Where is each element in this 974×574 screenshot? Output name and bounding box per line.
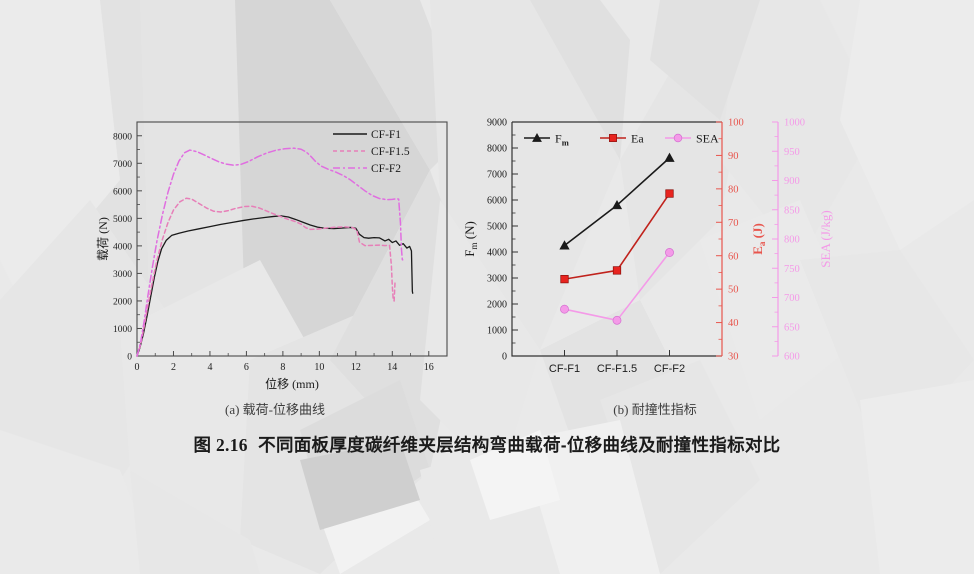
x-tick-label: 6 (244, 362, 249, 373)
fm-tick-label: 5000 (487, 222, 507, 233)
sea-tick-label: 900 (784, 176, 800, 187)
chart-load-displacement: 0 1000 2000 3000 4000 5000 6000 7000 8000 0 2 4 6 8 10… (95, 112, 455, 402)
marker-circle (665, 248, 674, 257)
fm-axis-title: Fm (N) (462, 221, 479, 257)
subcaption-a: (a) 载荷-位移曲线 (224, 402, 325, 417)
marker-square (609, 134, 617, 142)
series-line-CF-F2 (136, 147, 404, 357)
legend-b: Fm Ea SEA (524, 132, 719, 148)
category-label: CF-F1.5 (597, 363, 637, 375)
ea-axis-title: Ea (J) (750, 223, 767, 255)
y-axis-title: 载荷 (N) (96, 217, 110, 261)
y-tick-label: 7000 (113, 160, 132, 170)
marker-square (665, 189, 674, 198)
ea-tick-label: 50 (728, 285, 739, 296)
y-tick-label: 6000 (113, 187, 132, 197)
ea-tick-label: 40 (728, 318, 739, 329)
fm-tick-label: 4000 (487, 248, 507, 259)
svg-text:Ea (J): Ea (J) (750, 223, 767, 255)
fm-tick-label: 0 (502, 352, 507, 363)
legend-label-CF-F2: CF-F2 (371, 163, 401, 175)
y-tick-label: 2000 (113, 298, 132, 308)
marker-circle (673, 133, 683, 143)
fm-tick-label: 1000 (487, 326, 507, 337)
fm-tick-label: 9000 (487, 118, 507, 129)
fm-tick-label: 6000 (487, 196, 507, 207)
legend-label-CF-F1: CF-F1 (371, 129, 401, 141)
y-tick-label: 5000 (113, 215, 132, 225)
y-tick-label: 4000 (113, 242, 132, 252)
marker-triangle (664, 152, 675, 162)
x-tick-label: 4 (207, 362, 212, 373)
legend-label-CF-F1.5: CF-F1.5 (371, 146, 410, 158)
series-line-SEA (564, 251, 671, 322)
y-tick-label: 3000 (113, 270, 132, 280)
sea-tick-label: 850 (784, 205, 800, 216)
fm-tick-label: 7000 (487, 170, 507, 181)
load-displacement-svg: 0 1000 2000 3000 4000 5000 6000 7000 8000 0 2 4 6 8 10… (96, 121, 448, 391)
marker-triangle (532, 132, 542, 142)
svg-text:SEA (J/kg): SEA (J/kg) (818, 210, 833, 267)
ea-tick-label: 80 (728, 184, 739, 195)
marker-triangle (611, 199, 623, 210)
x-tick-label: 12 (351, 362, 361, 373)
ea-tick-label: 90 (728, 151, 739, 162)
legend-label: Ea (631, 132, 644, 146)
crashworthiness-svg: 0 1000 2000 3000 4000 5000 6000 7000 8000 9000 Fm … (462, 118, 833, 375)
x-tick-label: 14 (387, 362, 397, 373)
y-tick-label: 1000 (113, 325, 132, 335)
sea-tick-label: 1000 (784, 118, 805, 129)
sea-tick-label: 950 (784, 147, 800, 158)
fm-tick-label: 3000 (487, 274, 507, 285)
x-tick-label: 0 (135, 362, 140, 373)
marker-square (560, 274, 569, 284)
ea-tick-label: 60 (728, 251, 739, 262)
series-Ea (560, 189, 674, 284)
figure-caption: 图 2.16 不同面板厚度碳纤维夹层结构弯曲载荷-位移曲线及耐撞性指标对比 (0, 432, 974, 457)
y-tick-label: 8000 (113, 132, 132, 142)
chart-crashworthiness: 0 1000 2000 3000 4000 5000 6000 7000 8000 9000 Fm … (460, 112, 865, 402)
sea-axis-title: SEA (J/kg) (818, 210, 833, 267)
x-tick-label: 2 (171, 362, 176, 373)
sea-tick-label: 800 (784, 235, 800, 246)
ea-tick-label: 30 (728, 352, 739, 363)
sea-tick-label: 700 (784, 293, 800, 304)
x-axis-title: 位移 (mm) (265, 376, 319, 391)
caption-text: 不同面板厚度碳纤维夹层结构弯曲载荷-位移曲线及耐撞性指标对比 (258, 435, 781, 455)
category-label: CF-F2 (654, 363, 685, 375)
marker-circle (612, 315, 622, 325)
ea-tick-label: 70 (728, 218, 739, 229)
marker-triangle (559, 240, 570, 250)
x-tick-label: 16 (424, 362, 434, 373)
fm-tick-label: 2000 (487, 300, 507, 311)
sea-tick-label: 600 (784, 352, 800, 363)
sea-tick-label: 750 (784, 264, 800, 275)
category-label: CF-F1 (549, 363, 580, 375)
series-line-CF-F1.5 (136, 197, 397, 357)
series-Fm (559, 152, 675, 250)
x-tick-label: 8 (280, 362, 285, 373)
legend-label: Fm (555, 132, 569, 148)
caption-number: 2.16 (216, 435, 248, 455)
subcaption-b: (b) 耐撞性指标 (613, 402, 697, 417)
sea-tick-label: 650 (784, 322, 800, 333)
plot-frame-a (136, 121, 448, 357)
series-line-CF-F1 (136, 215, 414, 357)
caption-prefix: 图 (193, 435, 212, 455)
marker-circle (560, 304, 569, 314)
ea-tick-label: 100 (728, 118, 744, 129)
x-tick-label: 10 (314, 362, 324, 373)
marker-square (612, 266, 622, 275)
svg-text:Fm (N): Fm (N) (462, 221, 479, 257)
y-tick-label: 0 (127, 353, 132, 363)
legend-label: SEA (696, 132, 719, 146)
fm-tick-label: 8000 (487, 144, 507, 155)
series-SEA (560, 248, 674, 325)
